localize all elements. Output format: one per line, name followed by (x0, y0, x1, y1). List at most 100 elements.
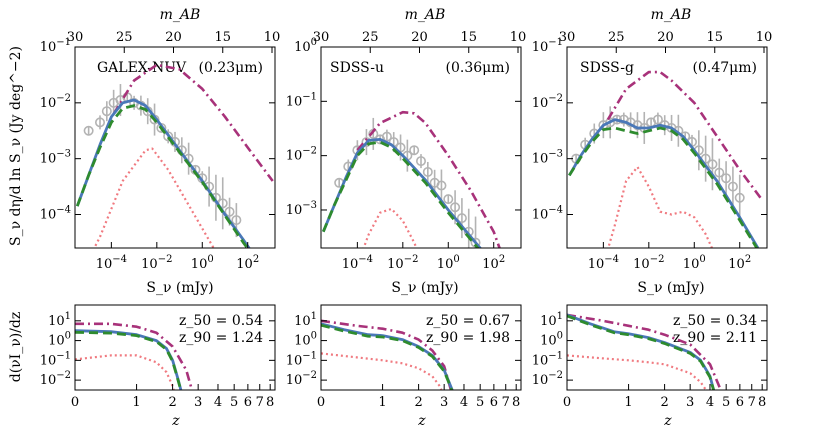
x-tick-label: 5 (722, 395, 730, 410)
y-tick-label: 10−3 (40, 149, 71, 167)
top-axis-label-3: m_AB (651, 7, 692, 23)
top-tick-label: 30 (559, 30, 576, 45)
x-tick-label: 2 (168, 395, 176, 410)
data-point (721, 173, 732, 184)
top-tick-label: 30 (67, 30, 84, 45)
x-tick-label: 102 (728, 254, 751, 272)
top-tick-label: 15 (214, 30, 231, 45)
series-line-minor-component-0 (75, 354, 175, 390)
top-tick-label: 20 (165, 30, 182, 45)
top-axis-label-text: m_AB (160, 7, 201, 23)
x-tick-label: 3 (440, 395, 448, 410)
x-tick-label: 6 (244, 395, 252, 410)
series-line-total-1 (322, 138, 482, 248)
series-line-upper-envelope-0 (75, 322, 194, 390)
top-tick-label: 20 (411, 30, 428, 45)
top-axis-label-text: m_AB (651, 7, 692, 23)
y-tick-label: 101 (294, 311, 317, 329)
data-point (409, 145, 420, 156)
x-tick-label: 10−4 (342, 254, 373, 272)
x-tick-label: 4 (460, 395, 468, 410)
y-tick-label: 10−1 (286, 91, 317, 109)
series-line-upper-envelope-1 (321, 319, 453, 390)
x-tick-label: 7 (748, 395, 756, 410)
series-line-minor-component-2 (607, 165, 714, 248)
z50-label-sdss-g: z_50 = 0.34 (673, 313, 757, 329)
series-line-minor-component-0 (93, 147, 215, 248)
y-tick-label: 10−1 (40, 37, 71, 55)
x-tick-label: 4 (214, 395, 222, 410)
series-line-upper-envelope-2 (606, 70, 764, 202)
upper-plot-frame-0 (74, 46, 276, 249)
data-point (714, 167, 725, 178)
x-tick-label: 1 (132, 395, 140, 410)
lower-xlabel-1: z (171, 413, 180, 429)
x-tick-label: 4 (706, 395, 714, 410)
data-point (436, 180, 447, 191)
top-axis-label-text: m_AB (405, 7, 446, 23)
x-tick-label: 0 (563, 395, 571, 410)
top-tick-label: 15 (706, 30, 723, 45)
x-tick-label: 8 (512, 395, 520, 410)
series-line-model-dashed-1 (321, 323, 454, 390)
y-tick-label: 10−3 (532, 149, 563, 167)
top-axis-label-2: m_AB (405, 7, 446, 23)
z50-label-galex: z_50 = 0.54 (179, 313, 263, 329)
top-tick-label: 10 (756, 30, 773, 45)
top-tick-label: 10 (510, 30, 527, 45)
x-tick-label: 1 (624, 395, 632, 410)
wavelength-label-sdss-g: (0.47μm) (693, 60, 757, 76)
z50-label-sdss-u: z_50 = 0.67 (426, 313, 510, 329)
y-tick-label: 10−3 (286, 200, 317, 218)
lower-plot-frame-1 (320, 304, 522, 391)
x-tick-label: 100 (191, 254, 214, 272)
series-line-total-0 (75, 98, 251, 248)
series-line-upper-envelope-2 (567, 313, 723, 390)
data-point (707, 159, 718, 170)
y-tick-label: 101 (540, 311, 563, 329)
series-line-model-dashed-0 (75, 330, 183, 390)
upper-xlabel-2: S_ν (mJy) (391, 280, 458, 296)
top-tick-label: 25 (608, 30, 625, 45)
x-tick-label: 3 (194, 395, 202, 410)
x-tick-label: 8 (266, 395, 274, 410)
data-point (450, 202, 461, 213)
y-tick-label: 100 (294, 37, 317, 55)
wavelength-label-sdss-u: (0.36μm) (446, 60, 510, 76)
lower-plot-frame-2 (566, 304, 768, 391)
z90-label-galex: z_90 = 1.24 (179, 330, 263, 346)
y-tick-label: 10−4 (532, 205, 563, 223)
upper-plot-frame-2 (566, 46, 768, 249)
x-tick-label: 100 (683, 254, 706, 272)
data-point (443, 194, 454, 205)
data-point (727, 181, 738, 192)
x-tick-label: 3 (686, 395, 694, 410)
top-tick-label: 30 (313, 30, 330, 45)
top-tick-label: 25 (362, 30, 379, 45)
x-tick-label: 6 (490, 395, 498, 410)
data-point (456, 213, 467, 224)
x-tick-label: 5 (230, 395, 238, 410)
top-tick-label: 20 (657, 30, 674, 45)
x-tick-label: 7 (502, 395, 510, 410)
series-line-total-2 (567, 313, 716, 390)
upper-xlabel-3: S_ν (mJy) (637, 280, 704, 296)
x-tick-label: 6 (736, 395, 744, 410)
y-tick-label: 100 (540, 331, 563, 349)
data-point (163, 131, 174, 142)
y-tick-label: 10−2 (532, 93, 563, 111)
x-tick-label: 10−4 (96, 254, 127, 272)
data-point (83, 125, 94, 136)
series-line-minor-component-1 (321, 352, 443, 390)
upper-ylabel: S_ν dη/d ln S_ν (Jy deg^−2) (8, 46, 24, 246)
x-tick-label: 8 (758, 395, 766, 410)
series-line-upper-envelope-1 (356, 110, 501, 248)
lower-plot-frame-0 (74, 304, 276, 391)
lower-xlabel-2: z (417, 413, 426, 429)
top-tick-label: 10 (264, 30, 281, 45)
x-tick-label: 102 (236, 254, 259, 272)
upper-plot-frame-1 (320, 46, 522, 249)
series-line-minor-component-1 (362, 207, 418, 248)
survey-label-sdss-u: SDSS-u (330, 60, 384, 76)
